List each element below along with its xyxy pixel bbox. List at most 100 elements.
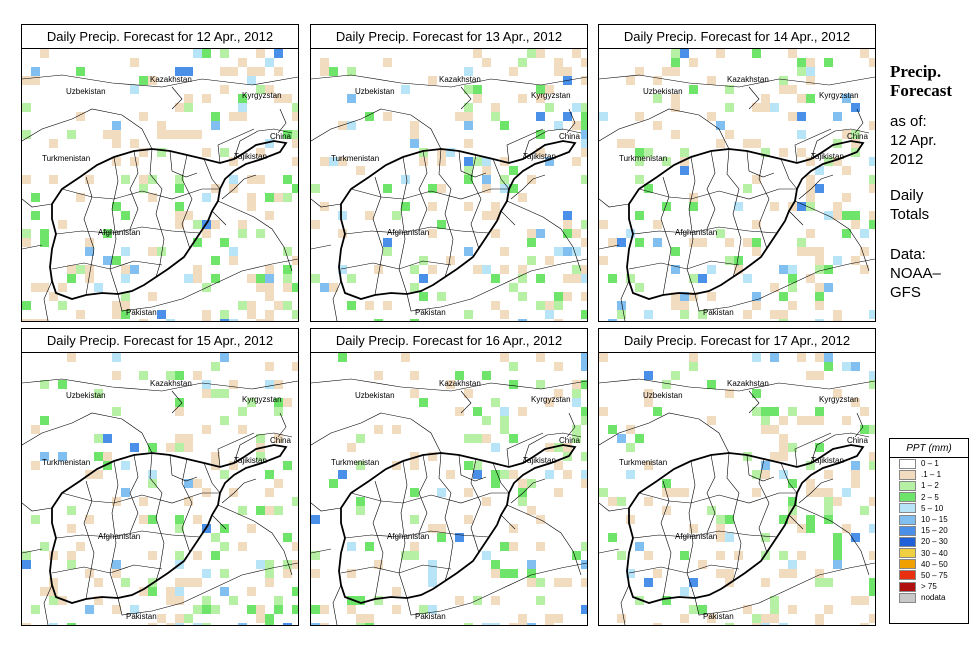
province-border [51,260,163,270]
precip-cell [806,479,815,488]
precip-cell [148,443,157,452]
precip-cell [67,265,76,274]
precip-cell [788,49,797,58]
precip-cell [509,362,518,371]
precip-cell [464,461,473,470]
precip-cell [410,389,419,398]
precip-cell [644,389,653,398]
precip-cell [211,362,220,371]
precip-cell [202,389,211,398]
precip-cell [112,371,121,380]
precip-cell [779,551,788,560]
precip-cell [491,229,500,238]
country-label: Turkmenistan [619,154,667,163]
precip-cell [148,515,157,524]
precip-cell [518,479,527,488]
precip-cell [806,202,815,211]
precip-cell [743,139,752,148]
precip-cell [401,551,410,560]
precip-cell [265,292,274,301]
precip-cell [581,479,587,488]
country-label: Kyrgyzstan [819,91,859,100]
country-border [217,200,293,272]
precip-cell [581,362,587,371]
precip-cell [94,470,103,479]
precip-cell [761,94,770,103]
precip-cell [869,121,875,130]
precip-cell [500,407,509,416]
precip-cell [752,220,761,229]
precip-cell [473,49,482,58]
precip-cell [383,247,392,256]
legend-label: > 75 [921,582,937,592]
country-label: Afghanistan [387,532,429,541]
precip-cell [581,292,587,301]
precip-cell [680,310,689,319]
precip-cell [815,623,824,625]
precip-cell [392,605,401,614]
precip-cell [581,220,587,229]
precip-cell [139,497,148,506]
precip-cell [166,443,175,452]
precip-cell [527,578,536,587]
precip-cell [581,407,587,416]
precip-cell [518,488,527,497]
precip-cell [572,247,581,256]
precip-cell [824,58,833,67]
precip-cell [31,211,40,220]
precip-cell [220,524,229,533]
legend-item: 0 – 1 [890,458,968,469]
country-label: Turkmenistan [42,458,90,467]
country-border [599,548,620,554]
precip-cell [175,587,184,596]
precip-cell [698,274,707,283]
precip-cell [374,319,383,321]
legend-item: 5 – 10 [890,503,968,514]
precip-cell [85,569,94,578]
map-svg: Kazakhstan Uzbekistan Kyrgyzstan China Turkm… [311,49,587,321]
map-svg: Kazakhstan Uzbekistan Kyrgyzstan China Turkm… [22,353,298,625]
precip-cell [689,202,698,211]
precip-cell [22,130,31,139]
precip-cell [175,220,184,229]
precip-cell [797,416,806,425]
precip-cell [256,452,265,461]
precip-cell [536,112,545,121]
precip-cell [725,130,734,139]
country-label: Iran [617,320,631,321]
precip-cell [707,380,716,389]
province-border [340,260,452,270]
precip-cell [121,310,130,319]
precip-cell [464,157,473,166]
precip-cell [806,416,815,425]
province-border [746,150,775,178]
precip-map: Kazakhstan Uzbekistan Kyrgyzstan China Turkm… [599,353,875,625]
precip-cell [779,434,788,443]
precip-cell [383,301,392,310]
precip-cell [202,623,211,625]
province-border [492,158,510,190]
precip-cell [85,605,94,614]
precip-cell [121,292,130,301]
precip-cell [482,434,491,443]
precip-cell [356,166,365,175]
precip-cell [797,551,806,560]
country-border [694,562,875,616]
precip-cell [554,362,563,371]
precip-cell [779,416,788,425]
panel-title: Daily Precip. Forecast for 17 Apr., 2012 [599,329,875,353]
precip-cell [725,389,734,398]
precip-cell [329,479,338,488]
precip-cell [761,614,770,623]
precip-cell [419,157,428,166]
precip-cell [202,229,211,238]
precip-cell [581,238,587,247]
country-label: Kazakhstan [439,379,481,388]
precip-cell [788,274,797,283]
precip-cell [869,175,875,184]
precip-cell [608,238,617,247]
country-border [332,280,342,321]
country-label: China [847,436,868,445]
precip-cell [292,157,298,166]
province-border [340,564,452,574]
